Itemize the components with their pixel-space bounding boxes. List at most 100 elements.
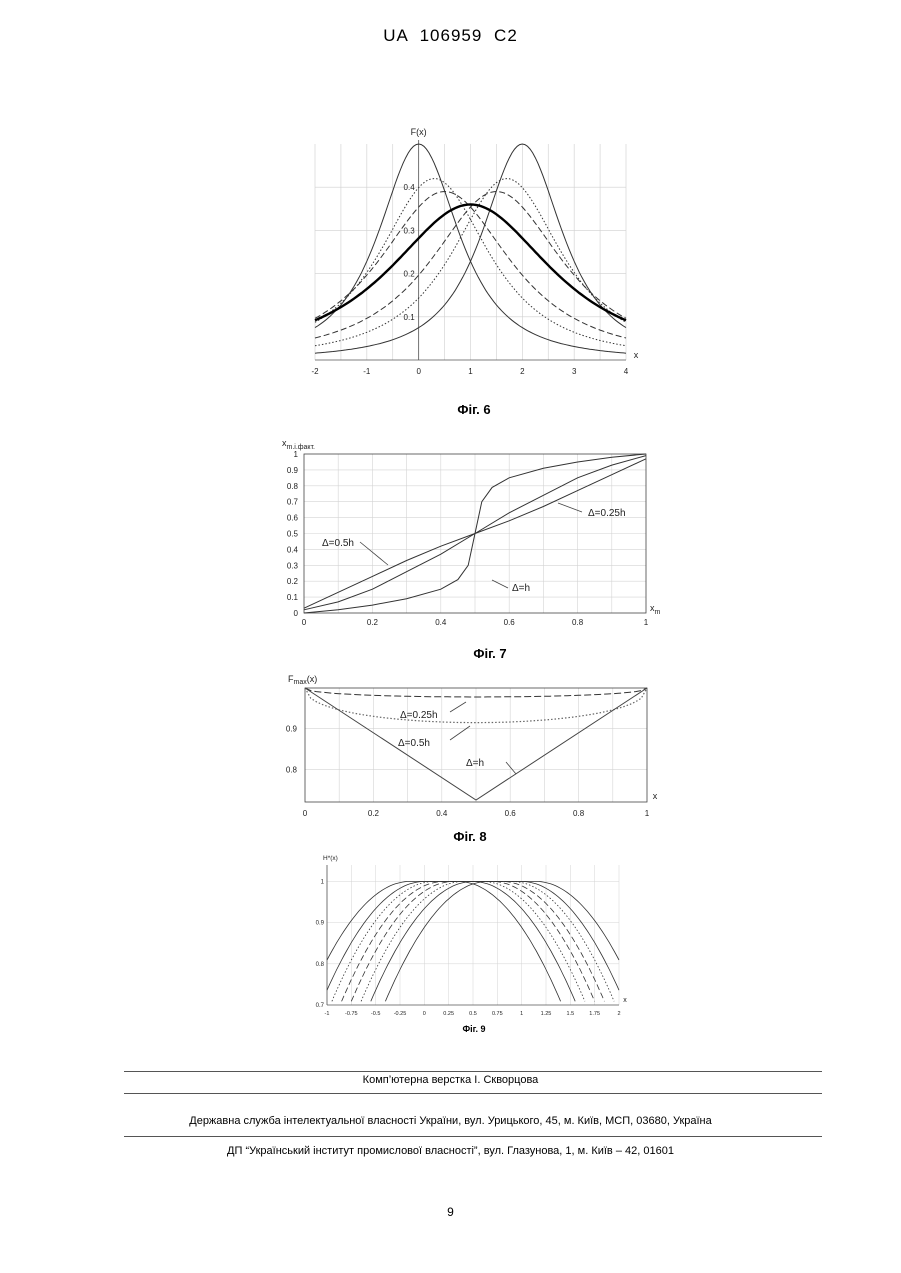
figure-7-plot: 0 0.2 0.4 0.6 0.8 1 0 0.1 0.2 0.3 0.4 0.5 0.6 0.7 0.8 0… bbox=[282, 438, 661, 627]
annotation-leader bbox=[450, 702, 466, 712]
x-tick-label: -0.75 bbox=[345, 1011, 358, 1017]
x-tick-label: 0.4 bbox=[435, 618, 447, 627]
x-axis-label: xm bbox=[650, 603, 661, 616]
x-tick-label: 0.25 bbox=[443, 1011, 454, 1017]
x-tick-label: 0.2 bbox=[368, 809, 380, 818]
y-tick-label: 1 bbox=[321, 879, 325, 885]
y-axis-label-arg: (x) bbox=[307, 674, 318, 684]
y-tick-label: 1 bbox=[294, 450, 299, 459]
footer-layout-credit: Комп’ютерна верстка І. Скворцова bbox=[0, 1074, 901, 1086]
y-axis-label: F(x) bbox=[411, 127, 427, 137]
figure-8-caption: Фіг. 8 bbox=[410, 829, 530, 844]
x-tick-label: 1 bbox=[520, 1011, 523, 1017]
series-line bbox=[351, 882, 604, 1002]
patent-header: UA 106959 C2 bbox=[0, 26, 901, 46]
x-tick-label: 1.25 bbox=[541, 1011, 552, 1017]
annotation-label: Δ=0.25h bbox=[400, 710, 438, 721]
x-tick-label: -0.25 bbox=[394, 1011, 407, 1017]
x-tick-label: -1 bbox=[363, 367, 371, 376]
figure-8-plot: 0 0.2 0.4 0.6 0.8 1 0.8 0.9 Fmax(x) x Δ=0.25h Δ=0.5… bbox=[286, 674, 658, 818]
y-tick-label: 0.3 bbox=[404, 226, 416, 235]
x-tick-label: 0 bbox=[303, 809, 308, 818]
annotation-leader bbox=[360, 542, 388, 565]
y-tick-label: 0.8 bbox=[287, 482, 299, 491]
series-line bbox=[385, 882, 619, 1002]
footer-rule-3 bbox=[124, 1136, 822, 1137]
y-tick-label: 0.8 bbox=[286, 765, 298, 774]
x-tick-label: 0.8 bbox=[572, 618, 584, 627]
x-tick-label: 0.8 bbox=[573, 809, 585, 818]
figure-8-chart: 0 0.2 0.4 0.6 0.8 1 0.8 0.9 Fmax(x) x Δ=0.25h Δ=0.5… bbox=[270, 668, 670, 823]
y-tick-label: 0.6 bbox=[287, 514, 299, 523]
x-tick-label: 0.6 bbox=[504, 618, 516, 627]
footer-institute: ДП “Український інститут промислової вла… bbox=[0, 1145, 901, 1157]
y-tick-label: 0.3 bbox=[287, 561, 299, 570]
y-tick-label: 0.1 bbox=[404, 313, 416, 322]
x-tick-label: 2 bbox=[520, 367, 525, 376]
y-tick-label: 0.4 bbox=[404, 183, 416, 192]
series-line bbox=[342, 882, 595, 1002]
page-number: 9 bbox=[0, 1205, 901, 1219]
y-tick-label: 0.4 bbox=[287, 545, 299, 554]
x-tick-label: -2 bbox=[311, 367, 319, 376]
y-tick-label: 0.7 bbox=[287, 498, 299, 507]
x-tick-label: 1.5 bbox=[567, 1011, 575, 1017]
y-tick-label: 0.1 bbox=[287, 593, 299, 602]
figure-9-caption: Фіг. 9 bbox=[414, 1024, 534, 1034]
y-tick-label: 0.9 bbox=[287, 466, 299, 475]
annotation-label: Δ=h bbox=[466, 758, 484, 769]
x-tick-label: 1 bbox=[644, 618, 649, 627]
x-tick-label: 0.2 bbox=[367, 618, 379, 627]
x-tick-label: 1 bbox=[468, 367, 473, 376]
figure-7-chart: 0 0.2 0.4 0.6 0.8 1 0 0.1 0.2 0.3 0.4 0.5 0.6 0.7 0.8 0… bbox=[270, 432, 670, 632]
annotation-leader bbox=[450, 726, 470, 740]
y-tick-label: 0.7 bbox=[316, 1003, 325, 1009]
y-tick-label: 0.9 bbox=[286, 725, 298, 734]
y-tick-label: 0 bbox=[294, 609, 299, 618]
y-axis-label: Fmax(x) bbox=[288, 674, 317, 686]
annotation-label: Δ=0.5h bbox=[322, 538, 354, 549]
x-tick-label: 0.4 bbox=[436, 809, 448, 818]
figure-9-chart: -1 -0.75 -0.5 -0.25 0 0.25 0.5 0.75 1 1.25 1.5 1.75… bbox=[300, 848, 640, 1020]
y-axis-label: H*(x) bbox=[323, 855, 338, 862]
x-tick-label: 2 bbox=[617, 1011, 620, 1017]
footer-rule-2 bbox=[124, 1093, 822, 1094]
x-tick-label: 0.75 bbox=[492, 1011, 503, 1017]
x-axis-label-subscript: m bbox=[655, 609, 661, 616]
y-axis-label-subscript: max bbox=[294, 679, 308, 686]
footer-ip-service: Державна служба інтелектуальної власност… bbox=[0, 1115, 901, 1127]
x-tick-label: 0 bbox=[416, 367, 421, 376]
annotation-leader bbox=[558, 503, 582, 512]
y-axis-label-subscript: m.i.факт. bbox=[287, 444, 315, 451]
x-tick-label: 4 bbox=[624, 367, 629, 376]
x-tick-label: 0.5 bbox=[469, 1011, 477, 1017]
figure-9-plot: -1 -0.75 -0.5 -0.25 0 0.25 0.5 0.75 1 1.25 1.5 1.75… bbox=[316, 855, 628, 1017]
x-tick-label: 0 bbox=[302, 618, 307, 627]
x-tick-label: 1 bbox=[645, 809, 650, 818]
x-tick-label: -1 bbox=[325, 1011, 330, 1017]
figure-7-caption: Фіг. 7 bbox=[430, 646, 550, 661]
y-tick-label: 0.8 bbox=[316, 962, 325, 968]
x-tick-label: 1.75 bbox=[589, 1011, 600, 1017]
x-tick-label: -0.5 bbox=[371, 1011, 380, 1017]
x-axis-label: x bbox=[634, 350, 639, 360]
annotation-leader bbox=[506, 762, 516, 774]
y-tick-label: 0.2 bbox=[287, 577, 299, 586]
figure-6-caption: Фіг. 6 bbox=[414, 402, 534, 417]
series-line bbox=[327, 882, 575, 1002]
y-tick-label: 0.2 bbox=[404, 270, 416, 279]
x-tick-label: 0.6 bbox=[505, 809, 517, 818]
figure-6-chart: -2 -1 0 1 2 3 4 0.1 0.2 0.3 0.4 F(x) x bbox=[290, 120, 650, 385]
annotation-label: Δ=0.25h bbox=[588, 508, 626, 519]
y-axis-label: xm.i.факт. bbox=[282, 438, 315, 451]
y-tick-label: 0.5 bbox=[287, 530, 299, 539]
series-line bbox=[371, 882, 619, 1002]
annotation-label: Δ=0.5h bbox=[398, 738, 430, 749]
x-axis-label: x bbox=[653, 791, 658, 801]
figure-6-plot: -2 -1 0 1 2 3 4 0.1 0.2 0.3 0.4 F(x) x bbox=[311, 127, 638, 376]
x-tick-label: 0 bbox=[423, 1011, 426, 1017]
y-tick-label: 0.9 bbox=[316, 921, 325, 927]
x-axis-label: x bbox=[623, 997, 627, 1004]
x-tick-label: 3 bbox=[572, 367, 577, 376]
annotation-label: Δ=h bbox=[512, 583, 530, 594]
